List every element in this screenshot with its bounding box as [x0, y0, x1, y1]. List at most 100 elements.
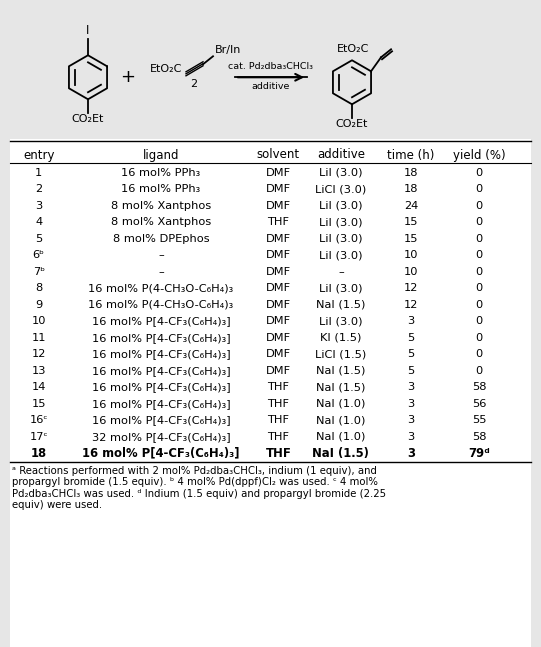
- Text: DMF: DMF: [266, 234, 291, 244]
- Text: 5: 5: [407, 349, 415, 359]
- Text: 18: 18: [404, 184, 418, 194]
- Text: 7ᵇ: 7ᵇ: [32, 267, 45, 277]
- Text: 5: 5: [407, 366, 415, 376]
- Text: 16ᶜ: 16ᶜ: [29, 415, 48, 425]
- Text: EtO₂C: EtO₂C: [337, 44, 369, 54]
- Text: 17ᶜ: 17ᶜ: [29, 432, 48, 442]
- Text: LiCl (1.5): LiCl (1.5): [315, 349, 366, 359]
- Text: THF: THF: [266, 447, 291, 460]
- Text: NaI (1.0): NaI (1.0): [316, 399, 366, 409]
- Text: 0: 0: [476, 366, 483, 376]
- Text: DMF: DMF: [266, 184, 291, 194]
- Text: CO₂Et: CO₂Et: [72, 115, 104, 124]
- Text: 1: 1: [35, 168, 42, 178]
- Text: 3: 3: [407, 415, 415, 425]
- Text: 16 mol% PPh₃: 16 mol% PPh₃: [122, 168, 201, 178]
- Text: 58: 58: [472, 432, 486, 442]
- Text: 16 mol% P[4-CF₃(C₆H₄)₃]: 16 mol% P[4-CF₃(C₆H₄)₃]: [92, 349, 230, 359]
- Text: THF: THF: [267, 432, 289, 442]
- Text: 0: 0: [476, 300, 483, 310]
- Text: THF: THF: [267, 217, 289, 227]
- Text: DMF: DMF: [266, 283, 291, 293]
- Text: 11: 11: [31, 333, 46, 343]
- Text: DMF: DMF: [266, 316, 291, 326]
- Text: NaI (1.5): NaI (1.5): [316, 300, 366, 310]
- Text: 16 mol% P[4-CF₃(C₆H₄)₃]: 16 mol% P[4-CF₃(C₆H₄)₃]: [92, 316, 230, 326]
- Text: 58: 58: [472, 382, 486, 392]
- Text: 8 mol% Xantphos: 8 mol% Xantphos: [111, 217, 211, 227]
- Text: I: I: [87, 25, 90, 38]
- Text: 8 mol% Xantphos: 8 mol% Xantphos: [111, 201, 211, 211]
- Text: 5: 5: [407, 333, 415, 343]
- Text: 8: 8: [35, 283, 42, 293]
- Text: DMF: DMF: [266, 267, 291, 277]
- Text: 3: 3: [407, 382, 415, 392]
- Text: 3: 3: [407, 432, 415, 442]
- Text: solvent: solvent: [257, 149, 300, 162]
- Text: 0: 0: [476, 168, 483, 178]
- Text: 12: 12: [31, 349, 46, 359]
- Text: NaI (1.0): NaI (1.0): [316, 432, 366, 442]
- Text: LiI (3.0): LiI (3.0): [319, 201, 362, 211]
- Text: yield (%): yield (%): [453, 149, 505, 162]
- Text: 16 mol% P(4-CH₃O-C₆H₄)₃: 16 mol% P(4-CH₃O-C₆H₄)₃: [89, 300, 234, 310]
- Text: 15: 15: [404, 217, 418, 227]
- Text: 8 mol% DPEphos: 8 mol% DPEphos: [113, 234, 209, 244]
- Text: equiv) were used.: equiv) were used.: [12, 500, 102, 510]
- Text: 0: 0: [476, 234, 483, 244]
- Text: ᵃ Reactions performed with 2 mol% Pd₂dba₃CHCl₃, indium (1 equiv), and: ᵃ Reactions performed with 2 mol% Pd₂dba…: [12, 466, 377, 476]
- Text: 3: 3: [407, 399, 415, 409]
- Text: NaI (1.5): NaI (1.5): [316, 382, 366, 392]
- Text: THF: THF: [267, 415, 289, 425]
- Text: 16 mol% P[4-CF₃(C₆H₄)₃]: 16 mol% P[4-CF₃(C₆H₄)₃]: [92, 333, 230, 343]
- Text: DMF: DMF: [266, 300, 291, 310]
- Text: LiI (3.0): LiI (3.0): [319, 250, 362, 260]
- Text: 4: 4: [35, 217, 42, 227]
- Text: 0: 0: [476, 184, 483, 194]
- Text: 55: 55: [472, 415, 486, 425]
- Text: LiCl (3.0): LiCl (3.0): [315, 184, 366, 194]
- Text: 79ᵈ: 79ᵈ: [468, 447, 490, 460]
- Text: EtO₂C: EtO₂C: [150, 64, 182, 74]
- Text: 2: 2: [190, 80, 197, 89]
- Text: time (h): time (h): [387, 149, 435, 162]
- Text: 5: 5: [35, 234, 42, 244]
- Text: DMF: DMF: [266, 250, 291, 260]
- Text: 6ᵇ: 6ᵇ: [32, 250, 45, 260]
- Text: LiI (3.0): LiI (3.0): [319, 168, 362, 178]
- Text: NaI (1.5): NaI (1.5): [312, 447, 370, 460]
- Text: 3: 3: [35, 201, 42, 211]
- Text: CO₂Et: CO₂Et: [336, 119, 368, 129]
- Text: 18: 18: [404, 168, 418, 178]
- Text: 16 mol% PPh₃: 16 mol% PPh₃: [122, 184, 201, 194]
- Text: 0: 0: [476, 217, 483, 227]
- Text: 16 mol% P[4-CF₃(C₆H₄)₃]: 16 mol% P[4-CF₃(C₆H₄)₃]: [92, 382, 230, 392]
- Text: 16 mol% P[4-CF₃(C₆H₄)₃]: 16 mol% P[4-CF₃(C₆H₄)₃]: [92, 399, 230, 409]
- Text: KI (1.5): KI (1.5): [320, 333, 361, 343]
- Text: 16 mol% P[4-CF₃(C₆H₄)₃]: 16 mol% P[4-CF₃(C₆H₄)₃]: [92, 366, 230, 376]
- Text: 56: 56: [472, 399, 486, 409]
- Text: 9: 9: [35, 300, 42, 310]
- Text: 3: 3: [407, 316, 415, 326]
- Text: entry: entry: [23, 149, 55, 162]
- Text: 12: 12: [404, 283, 418, 293]
- Bar: [10, 10, 531, 139]
- Text: ligand: ligand: [143, 149, 179, 162]
- Text: additive: additive: [317, 149, 365, 162]
- Text: 13: 13: [31, 366, 46, 376]
- Text: 16 mol% P[4-CF₃(C₆H₄)₃]: 16 mol% P[4-CF₃(C₆H₄)₃]: [92, 415, 230, 425]
- Text: –: –: [158, 267, 164, 277]
- Text: Br/In: Br/In: [215, 45, 241, 55]
- Text: DMF: DMF: [266, 333, 291, 343]
- Text: THF: THF: [267, 382, 289, 392]
- Text: cat. Pd₂dba₃CHCl₃: cat. Pd₂dba₃CHCl₃: [228, 62, 313, 71]
- Text: LiI (3.0): LiI (3.0): [319, 283, 362, 293]
- Text: +: +: [121, 69, 135, 86]
- Text: 0: 0: [476, 333, 483, 343]
- Text: DMF: DMF: [266, 201, 291, 211]
- Text: –: –: [158, 250, 164, 260]
- Text: 0: 0: [476, 267, 483, 277]
- Text: 12: 12: [404, 300, 418, 310]
- Text: NaI (1.0): NaI (1.0): [316, 415, 366, 425]
- Text: propargyl bromide (1.5 equiv). ᵇ 4 mol% Pd(dppf)Cl₂ was used. ᶜ 4 mol%: propargyl bromide (1.5 equiv). ᵇ 4 mol% …: [12, 477, 378, 487]
